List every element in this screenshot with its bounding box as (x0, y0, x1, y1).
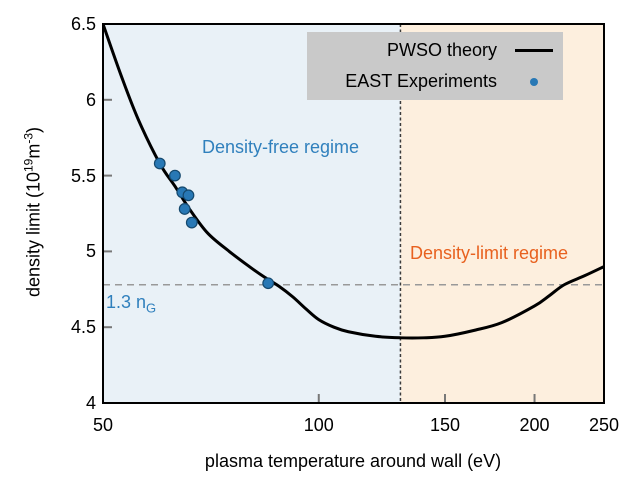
x-tick-label: 150 (429, 415, 460, 435)
legend-label: EAST Experiments (345, 71, 497, 91)
legend-label: PWSO theory (386, 40, 497, 60)
east-experiment-point (153, 157, 166, 170)
legend-item-pwso-theory: PWSO theory (307, 36, 563, 65)
greenwald-fraction-text: 1.3 n (106, 292, 147, 312)
east-experiment-point (262, 277, 275, 290)
y-axis-title-close: ) (23, 126, 44, 133)
legend: PWSO theory EAST Experiments (307, 32, 563, 100)
y-axis-title-text: density limit (10 (23, 171, 44, 298)
annotation-density-free-regime: Density-free regime (202, 137, 360, 157)
x-tick-label: 200 (519, 415, 550, 435)
x-axis-title: plasma temperature around wall (eV) (204, 451, 502, 471)
annotation-greenwald-fraction: 1.3 nG (106, 292, 156, 319)
east-experiment-point (178, 203, 191, 215)
x-tick-label: 50 (92, 415, 114, 435)
east-experiment-point (169, 169, 181, 182)
y-axis-title: density limit (1019m-3) (22, 127, 45, 297)
legend-line-sample (515, 49, 553, 52)
y-tick-label: 4.5 (70, 317, 96, 338)
dot-marker-icon (505, 77, 563, 86)
y-axis-title-superscript: 19 (21, 158, 36, 172)
y-axis-title-superscript: -3 (21, 132, 36, 144)
y-tick-label: 6.5 (70, 14, 96, 34)
x-tick-label: 100 (303, 415, 334, 435)
y-tick-label: 5 (85, 241, 96, 262)
y-tick-label: 5.5 (70, 165, 96, 186)
plot-border (102, 23, 605, 404)
annotation-density-limit-regime: Density-limit regime (410, 243, 569, 263)
east-experiment-point (182, 189, 195, 202)
greenwald-fraction-subscript: G (146, 300, 157, 316)
east-experiment-point (185, 216, 198, 229)
line-marker-icon (505, 49, 563, 52)
y-tick-label: 6 (85, 89, 96, 110)
legend-item-east-experiments: EAST Experiments (307, 67, 563, 96)
x-tick-label: 250 (588, 415, 620, 435)
y-tick-label: 4 (85, 393, 96, 413)
y-axis-title-unit: m (23, 143, 44, 159)
legend-dot-sample (530, 77, 538, 86)
